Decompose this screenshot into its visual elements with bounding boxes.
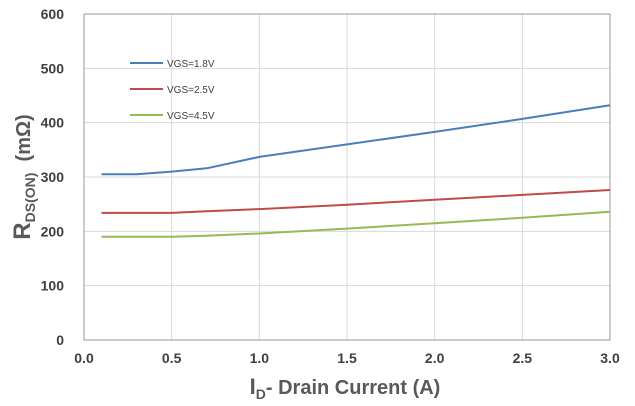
y-tick-label: 0 <box>56 332 64 348</box>
y-tick-label: 100 <box>41 278 65 294</box>
y-tick-label: 400 <box>41 115 65 131</box>
legend-label: VGS=4.5V <box>167 111 215 122</box>
x-tick-label: 3.0 <box>600 350 620 366</box>
x-tick-label: 1.5 <box>337 350 357 366</box>
x-tick-label: 2.0 <box>425 350 445 366</box>
series-line-vgs-4-5v <box>101 210 611 238</box>
legend-label: VGS=1.8V <box>167 59 215 70</box>
series-line-vgs-2-5v <box>101 189 611 214</box>
y-axis-title-subscript: DS(ON) <box>22 173 38 223</box>
y-tick-label: 500 <box>41 60 65 76</box>
y-tick-labels: 0 100 200 300 400 500 600 <box>41 6 65 348</box>
series-line-vgs-1-8v <box>101 104 611 176</box>
y-axis-title-unit: (mΩ) <box>13 114 35 172</box>
y-axis-title: RDS(ON) (mΩ) <box>9 114 38 239</box>
x-tick-label: 1.0 <box>250 350 270 366</box>
x-tick-label: 0.0 <box>74 350 94 366</box>
x-tick-labels: 0.0 0.5 1.0 1.5 2.0 2.5 3.0 <box>74 350 620 366</box>
x-axis-title-subscript: D <box>256 386 266 402</box>
x-tick-label: 0.5 <box>162 350 182 366</box>
x-axis-title-rest: - Drain Current (A) <box>266 377 440 399</box>
y-axis-title-main: R <box>9 222 36 239</box>
legend-label: VGS=2.5V <box>167 85 215 96</box>
series-lines <box>101 104 611 238</box>
y-tick-label: 200 <box>41 223 65 239</box>
x-axis-title-main: I <box>250 374 256 399</box>
plot-area-frame <box>83 13 611 341</box>
y-tick-label: 300 <box>41 169 65 185</box>
x-tick-label: 2.5 <box>513 350 533 366</box>
y-tick-label: 600 <box>41 6 65 22</box>
legend: VGS=1.8V VGS=2.5V VGS=4.5V <box>130 59 215 122</box>
x-axis-title: ID- Drain Current (A) <box>250 374 441 402</box>
